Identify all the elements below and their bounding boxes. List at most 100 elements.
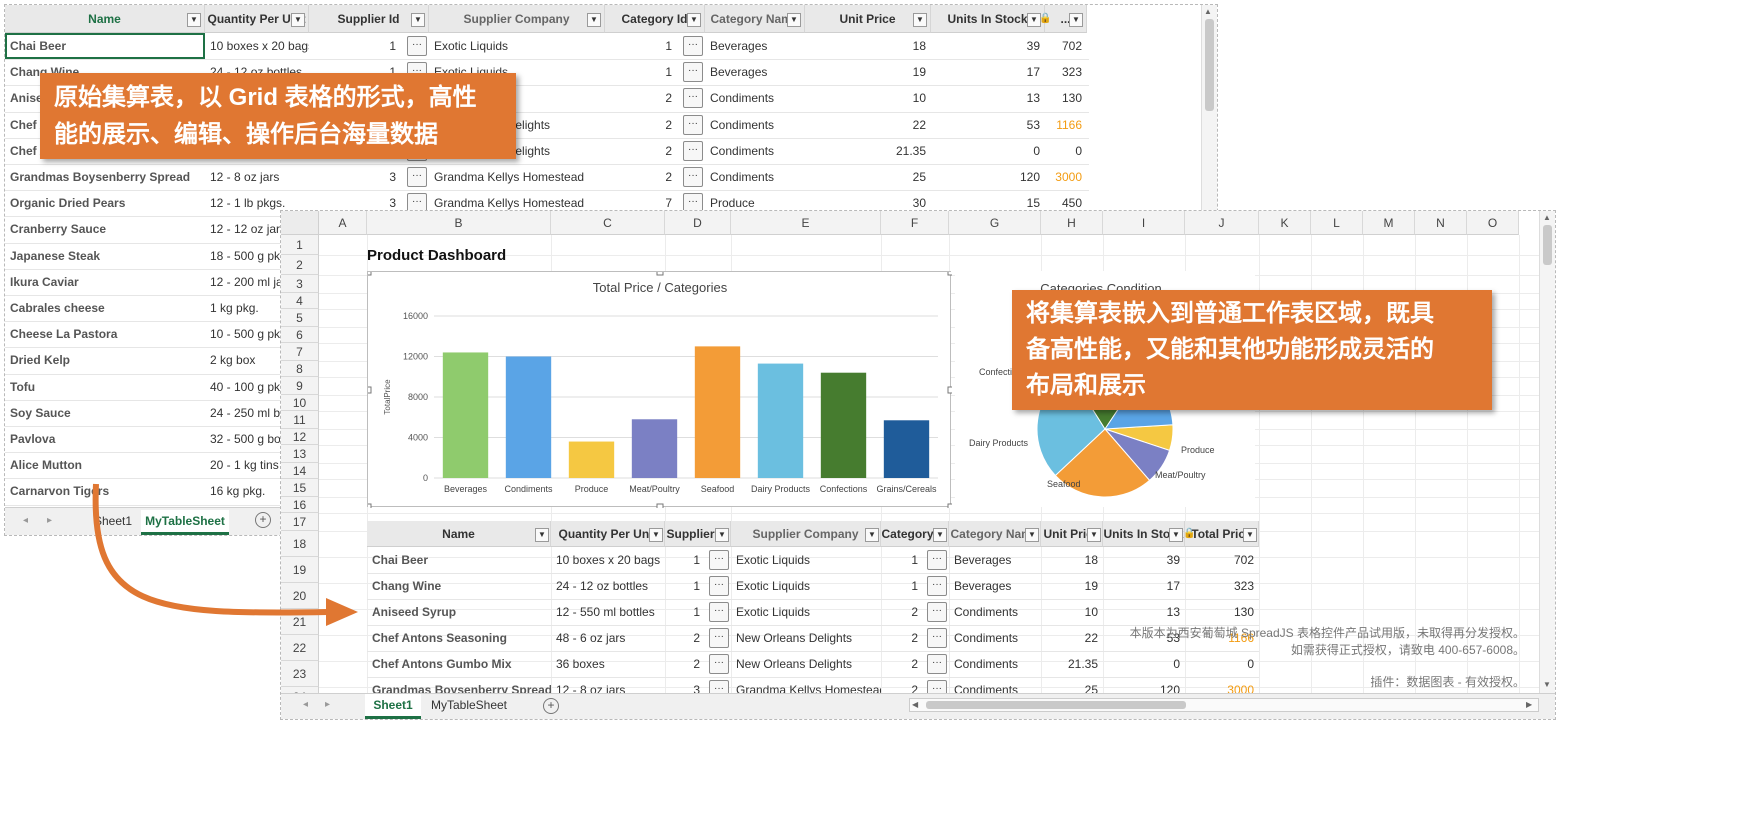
embedded-ellipsis-button[interactable]: ···: [709, 628, 729, 648]
row-header-11[interactable]: 11: [281, 411, 319, 429]
back-col-header-6[interactable]: Unit Price: [805, 5, 931, 33]
back-ellipsis-button[interactable]: ···: [683, 114, 703, 135]
row-header-4[interactable]: 4: [281, 293, 319, 309]
row-header-15[interactable]: 15: [281, 479, 319, 497]
column-header-A[interactable]: A: [319, 211, 367, 235]
embedded-col-header-8[interactable]: Total Price: [1185, 521, 1259, 547]
embedded-col-dropdown-icon-5[interactable]: ▼: [1025, 528, 1039, 542]
row-header-7[interactable]: 7: [281, 343, 319, 361]
front-tab-prev-icon[interactable]: ◂: [303, 699, 309, 710]
embedded-ellipsis-button[interactable]: ···: [927, 576, 947, 596]
column-header-J[interactable]: J: [1185, 211, 1259, 235]
column-header-O[interactable]: O: [1467, 211, 1519, 235]
back-col-dropdown-icon-1[interactable]: ▼: [291, 13, 305, 27]
row-header-8[interactable]: 8: [281, 361, 319, 377]
back-scroll-up-icon[interactable]: ▲: [1204, 7, 1212, 16]
front-scroll-down-icon[interactable]: ▼: [1543, 680, 1551, 689]
column-header-F[interactable]: F: [881, 211, 949, 235]
row-header-9[interactable]: 9: [281, 377, 319, 395]
embedded-col-dropdown-icon-2[interactable]: ▼: [715, 528, 729, 542]
back-ellipsis-button[interactable]: ···: [683, 62, 703, 83]
row-header-20[interactable]: 20: [281, 583, 319, 609]
back-ellipsis-button[interactable]: ···: [683, 193, 703, 214]
back-col-dropdown-icon-8[interactable]: ▼: [1069, 13, 1083, 27]
row-header-13[interactable]: 13: [281, 445, 319, 463]
hscroll-thumb[interactable]: [926, 701, 1186, 709]
back-col-dropdown-icon-2[interactable]: ▼: [411, 13, 425, 27]
hscroll-left-icon[interactable]: ◀: [912, 700, 919, 709]
back-tab-sheet1[interactable]: Sheet1: [93, 514, 133, 528]
front-scroll-up-icon[interactable]: ▲: [1543, 213, 1551, 222]
hscroll-right-icon[interactable]: ▶: [1526, 700, 1533, 709]
embedded-col-header-7[interactable]: Units In Stock: [1103, 521, 1185, 547]
column-header-B[interactable]: B: [367, 211, 551, 235]
embedded-ellipsis-button[interactable]: ···: [709, 654, 729, 674]
column-header-G[interactable]: G: [949, 211, 1041, 235]
row-header-5[interactable]: 5: [281, 309, 319, 327]
embedded-ellipsis-button[interactable]: ···: [927, 628, 947, 648]
column-header-I[interactable]: I: [1103, 211, 1185, 235]
column-header-K[interactable]: K: [1259, 211, 1311, 235]
back-tab-next-icon[interactable]: ▸: [47, 515, 53, 526]
back-col-header-7[interactable]: Units In Stock: [931, 5, 1045, 33]
back-active-cell[interactable]: [5, 33, 205, 59]
row-header-6[interactable]: 6: [281, 327, 319, 343]
row-header-22[interactable]: 22: [281, 635, 319, 661]
back-add-sheet-icon[interactable]: +: [255, 512, 271, 528]
column-header-H[interactable]: H: [1041, 211, 1103, 235]
back-ellipsis-button[interactable]: ···: [407, 36, 427, 56]
embedded-col-header-3[interactable]: Supplier Company: [731, 521, 881, 547]
column-header-N[interactable]: N: [1415, 211, 1467, 235]
row-header-23[interactable]: 23: [281, 661, 319, 687]
bar-chart-container[interactable]: Total Price / Categories 0 4000 8000 12000 16…: [364, 268, 955, 511]
embedded-col-dropdown-icon-6[interactable]: ▼: [1087, 528, 1101, 542]
embedded-ellipsis-button[interactable]: ···: [709, 550, 729, 570]
back-col-dropdown-icon-0[interactable]: ▼: [187, 13, 201, 27]
back-tab-mytablesheet[interactable]: MyTableSheet: [141, 510, 229, 535]
back-col-header-3[interactable]: Supplier Company: [429, 5, 605, 33]
front-scroll-thumb[interactable]: [1543, 225, 1552, 265]
back-col-dropdown-icon-3[interactable]: ▼: [587, 13, 601, 27]
back-col-dropdown-icon-6[interactable]: ▼: [913, 13, 927, 27]
back-col-header-4[interactable]: Category Id: [605, 5, 705, 33]
column-header-C[interactable]: C: [551, 211, 665, 235]
embedded-col-dropdown-icon-7[interactable]: ▼: [1169, 528, 1183, 542]
back-ellipsis-button[interactable]: ···: [683, 140, 703, 161]
row-header-17[interactable]: 17: [281, 513, 319, 531]
column-header-D[interactable]: D: [665, 211, 731, 235]
embedded-col-dropdown-icon-8[interactable]: ▼: [1243, 528, 1257, 542]
row-header-2[interactable]: 2: [281, 255, 319, 275]
front-tab-sheet1[interactable]: Sheet1: [365, 694, 421, 719]
row-header-12[interactable]: 12: [281, 429, 319, 445]
back-col-header-2[interactable]: Supplier Id: [309, 5, 429, 33]
front-tab-mytablesheet[interactable]: MyTableSheet: [430, 698, 508, 712]
embedded-ellipsis-button[interactable]: ···: [709, 576, 729, 596]
back-scroll-thumb[interactable]: [1205, 19, 1214, 111]
back-ellipsis-button[interactable]: ···: [407, 167, 427, 187]
back-col-dropdown-icon-4[interactable]: ▼: [687, 13, 701, 27]
embedded-col-header-0[interactable]: Name: [367, 521, 551, 547]
front-vertical-scrollbar[interactable]: ▲ ▼: [1539, 211, 1555, 693]
row-header-16[interactable]: 16: [281, 497, 319, 513]
front-add-sheet-icon[interactable]: +: [543, 698, 559, 714]
embedded-ellipsis-button[interactable]: ···: [927, 602, 947, 622]
column-header-M[interactable]: M: [1363, 211, 1415, 235]
embedded-ellipsis-button[interactable]: ···: [709, 602, 729, 622]
column-header-E[interactable]: E: [731, 211, 881, 235]
back-ellipsis-button[interactable]: ···: [683, 167, 703, 187]
select-all-corner[interactable]: [281, 211, 319, 235]
front-tab-next-icon[interactable]: ▸: [325, 699, 331, 710]
embedded-col-header-1[interactable]: Quantity Per Unit: [551, 521, 665, 547]
horizontal-scrollbar[interactable]: ◀ ▶: [909, 698, 1539, 712]
row-header-18[interactable]: 18: [281, 531, 319, 557]
back-col-header-0[interactable]: Name: [5, 5, 205, 33]
back-col-dropdown-icon-7[interactable]: ▼: [1027, 13, 1041, 27]
embedded-col-dropdown-icon-1[interactable]: ▼: [649, 528, 663, 542]
embedded-ellipsis-button[interactable]: ···: [927, 654, 947, 674]
embedded-col-header-5[interactable]: Category Name: [949, 521, 1041, 547]
embedded-col-dropdown-icon-3[interactable]: ▼: [865, 528, 879, 542]
row-header-14[interactable]: 14: [281, 463, 319, 479]
row-header-3[interactable]: 3: [281, 275, 319, 293]
embedded-col-dropdown-icon-4[interactable]: ▼: [933, 528, 947, 542]
back-col-dropdown-icon-5[interactable]: ▼: [787, 13, 801, 27]
